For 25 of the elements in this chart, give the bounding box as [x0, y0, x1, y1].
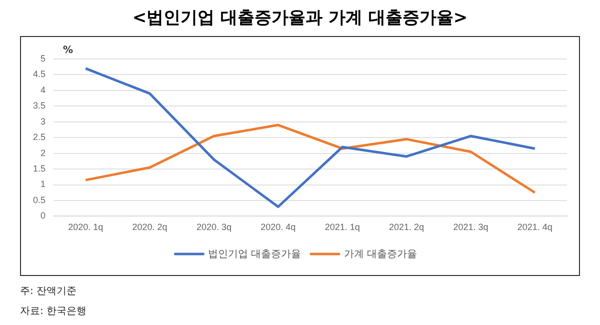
y-tick-label: 2	[40, 148, 46, 158]
x-tick-label: 2020. 1q	[68, 222, 104, 232]
y-tick-label: 4.5	[32, 69, 46, 80]
text: 주: 잔액기준	[20, 285, 78, 299]
y-tick-label: 4	[40, 84, 46, 95]
y-tick-label: 3.5	[32, 100, 46, 111]
legend-label: 가계 대출증가율	[344, 248, 417, 260]
y-tick-label: 0	[40, 210, 46, 221]
y-tick-label: 1	[40, 179, 46, 190]
x-tick-label: 2020. 3q	[196, 222, 232, 232]
y-tick-label: 3	[40, 116, 46, 126]
x-tick-label: 2021. 4q	[517, 222, 552, 232]
legend-label: 법인기업 대출증가율	[208, 248, 302, 260]
x-tick-label: 2021. 1q	[324, 222, 360, 232]
y-tick-label: 5	[40, 53, 46, 64]
x-tick-label: 2020. 4q	[260, 222, 296, 232]
x-tick-label: 2021. 3q	[453, 222, 488, 232]
y-tick-label: 1.5	[32, 164, 46, 174]
y-tick-label: 0.5	[32, 194, 46, 205]
x-tick-label: 2020. 2q	[132, 222, 168, 232]
chart-title: <법인기업 대출증가율과 가계 대출증가율>	[131, 7, 469, 30]
y-axis-title: %	[63, 45, 74, 56]
x-tick-label: 2021. 2q	[389, 222, 424, 232]
y-tick-label: 2.5	[32, 132, 46, 142]
text: 자료: 한국은행	[20, 305, 87, 319]
